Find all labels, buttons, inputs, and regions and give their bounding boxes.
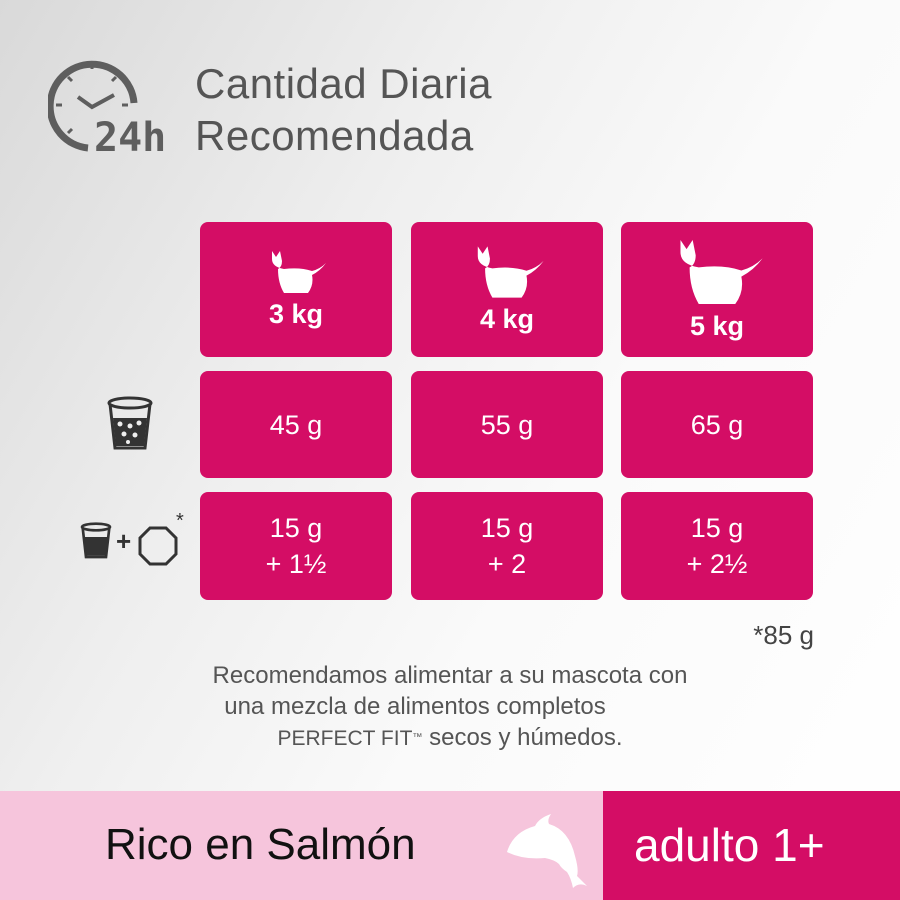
- wet-pouch-icon: [138, 526, 178, 566]
- dry-food-cup-icon: [107, 396, 153, 450]
- dry-food-cup-icon: [80, 522, 112, 559]
- cat-large-icon: [680, 240, 763, 304]
- pouch-count: + 1½: [265, 549, 327, 579]
- portion-value: 15 g: [480, 513, 534, 543]
- portion-value: 15 g: [690, 513, 744, 543]
- rec-line-3: PERFECT FIT™ secos y húmedos.: [0, 722, 900, 754]
- cat-medium-icon: [477, 246, 544, 298]
- portion-mix-5kg: 15 g + 2½: [621, 492, 813, 600]
- portion-mix-3kg: 15 g + 1½: [200, 492, 392, 600]
- title-line-1: Cantidad Diaria: [195, 60, 492, 107]
- weight-label: 3 kg: [268, 299, 324, 329]
- portion-dry-4kg: 55 g: [411, 371, 603, 478]
- portion-dry-5kg: 65 g: [621, 371, 813, 478]
- salmon-icon: [507, 814, 587, 888]
- portion-value: 45 g: [269, 409, 323, 440]
- portion-value: 65 g: [690, 409, 744, 440]
- age-banner: [603, 791, 900, 900]
- portion-dry-3kg: 45 g: [200, 371, 392, 478]
- pouch-footnote: *85 g: [753, 620, 814, 650]
- asterisk: *: [176, 510, 184, 532]
- flavor-label: Rico en Salmón: [105, 820, 416, 869]
- cat-small-icon: [272, 251, 326, 293]
- portion-value: 15 g: [269, 513, 323, 543]
- age-label: adulto 1+: [634, 819, 825, 871]
- plus-sign: +: [116, 526, 132, 556]
- flavor-banner: [0, 791, 603, 900]
- portion-value: 55 g: [480, 409, 534, 440]
- pouch-count: + 2½: [686, 549, 748, 579]
- weight-label: 5 kg: [689, 311, 745, 341]
- title-line-2: Recomendada: [195, 112, 474, 159]
- trademark: ™: [412, 732, 423, 743]
- rec-line-1: Recomendamos alimentar a su mascota con: [212, 662, 688, 689]
- portion-mix-4kg: 15 g + 2: [411, 492, 603, 600]
- weight-column-4kg: 4 kg: [411, 222, 603, 357]
- weight-label: 4 kg: [479, 304, 535, 334]
- weight-column-3kg: 3 kg: [200, 222, 392, 357]
- rec-line-2: una mezcla de alimentos completos: [224, 693, 606, 720]
- 24h-badge: 24h: [94, 115, 166, 155]
- rec-line-3-rest: secos y húmedos.: [422, 724, 623, 751]
- recommendation-text: Recomendamos alimentar a su mascota con …: [0, 660, 900, 754]
- clock-24h-icon: 24h: [48, 60, 166, 155]
- weight-column-5kg: 5 kg: [621, 222, 813, 357]
- pouch-count: + 2: [487, 549, 527, 579]
- brand: PERFECT FIT: [277, 727, 413, 750]
- page-title: Cantidad Diaria Recomendada: [195, 58, 492, 162]
